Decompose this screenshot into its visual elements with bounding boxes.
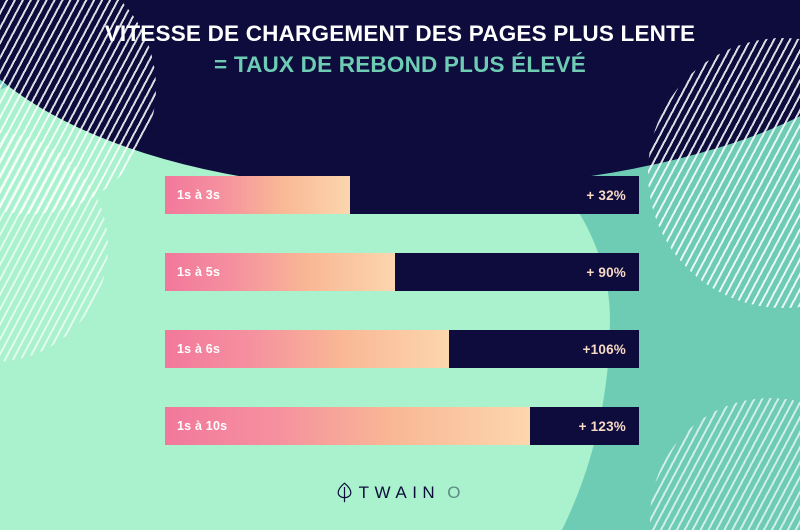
- header: VITESSE DE CHARGEMENT DES PAGES PLUS LEN…: [0, 20, 800, 79]
- page-title-line1: VITESSE DE CHARGEMENT DES PAGES PLUS LEN…: [104, 21, 696, 46]
- table-row: 1s à 6s +106%: [165, 330, 639, 368]
- page-title-line2: = TAUX DE REBOND PLUS ÉLEVÉ: [214, 52, 586, 78]
- bar-fill: [165, 330, 450, 368]
- bar-fill: [165, 407, 530, 445]
- column-headers: TEMPS DE CHARGEMENT DES PAGES PROBABILIT…: [165, 148, 639, 166]
- bar-value-label: +106%: [582, 341, 626, 357]
- table-row: 1s à 3s + 32%: [165, 176, 639, 214]
- bar-fill: [165, 176, 350, 214]
- logo-wordmark: TWAIN: [358, 482, 441, 502]
- bar-fill: [165, 253, 395, 291]
- table-row: 1s à 5s + 90%: [165, 253, 639, 291]
- column-header-bounce-probability: PROBABILITÉ DE REBOND: [519, 148, 639, 158]
- bar-category-label: 1s à 6s: [177, 342, 221, 356]
- bar-category-label: 1s à 10s: [177, 419, 228, 433]
- bar-value-label: + 123%: [578, 418, 626, 434]
- table-row: 1s à 10s + 123%: [165, 407, 639, 445]
- logo-wordmark-tail: O: [447, 482, 464, 502]
- column-header-load-time: TEMPS DE CHARGEMENT DES PAGES: [165, 148, 336, 158]
- brand-logo: TWAIN O: [0, 482, 800, 503]
- bounce-rate-bar-chart: TEMPS DE CHARGEMENT DES PAGES PROBABILIT…: [165, 148, 639, 445]
- bar-value-label: + 32%: [586, 187, 626, 203]
- leaf-icon: [337, 482, 352, 503]
- bar-category-label: 1s à 3s: [177, 188, 221, 202]
- bar-value-label: + 90%: [586, 264, 626, 280]
- bar-category-label: 1s à 5s: [177, 265, 221, 279]
